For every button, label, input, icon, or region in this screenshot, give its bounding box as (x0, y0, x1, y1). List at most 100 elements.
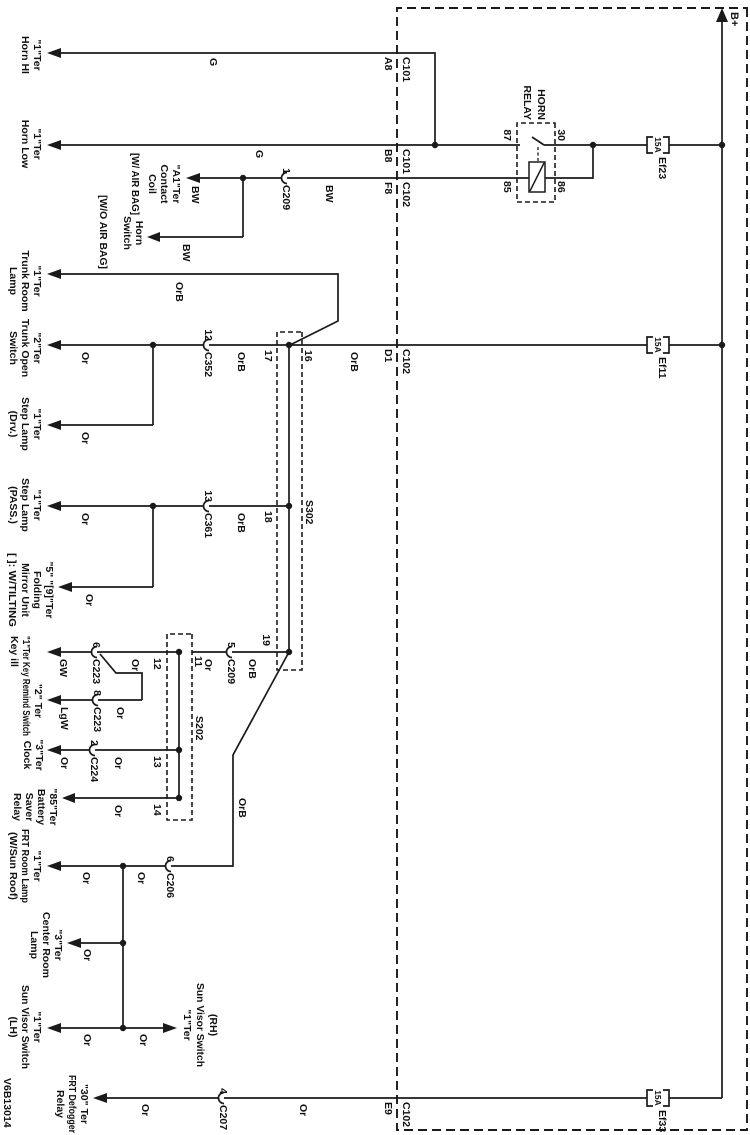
junction-dot (119, 1024, 127, 1032)
splice-s302: S302 16 17 18 19 (260, 331, 315, 671)
horn-circuit (61, 52, 722, 238)
wire-color: LgW (58, 707, 70, 730)
room-lamp-feed-wire (61, 651, 290, 867)
wire-color: Or (114, 707, 126, 719)
s302-pin-19: 19 (260, 634, 272, 646)
connector-icon-c352-12 (202, 338, 210, 352)
c209-pin-5: 5 (225, 642, 237, 648)
terminal-label: Trunk Open (19, 319, 31, 377)
terminal-label: "1"Ter (31, 408, 43, 439)
c207-pin-4: 4 (217, 1088, 229, 1094)
terminal-label: "30" Ter (78, 1084, 90, 1124)
fuse-ef23: 15A Ef23 (646, 136, 670, 179)
relay-coil-wire-upper (545, 145, 594, 179)
terminal-label: Saver (23, 793, 35, 822)
junction-block-outline (396, 7, 748, 1131)
wire-color: BW (180, 244, 192, 262)
wire-color: Or (112, 757, 124, 769)
terminal-label: "1"Ter (31, 489, 43, 520)
fuse-rating: 15A (653, 1090, 663, 1106)
c102-f8-name: C102 (400, 182, 412, 207)
fuse-rating: 15A (653, 337, 663, 353)
wire-color: Or (129, 659, 141, 671)
horn-relay: HORN RELAY 30 86 87 85 (501, 85, 567, 203)
terminal-label: Mirror Unit (19, 563, 31, 617)
terminal-label: "1"Ter (31, 39, 43, 70)
relay-pin-86: 86 (555, 181, 567, 193)
terminal-label: [ ]: W/TILTING (6, 553, 18, 627)
terminal-label: Relay (11, 793, 23, 821)
relay-coil-diagonal (529, 162, 545, 192)
s202-outline (166, 633, 193, 821)
relay-name-line1: HORN (535, 89, 547, 120)
junction-dot (119, 862, 127, 870)
wire-color: Or (79, 352, 91, 364)
terminal-label: "1"Ter Key Remind Switch (20, 636, 32, 736)
block-edge-connectors: C101 A8 C101 B8 C102 F8 C102 D1 C102 E9 (382, 57, 412, 1127)
terminal-label: Lamp (28, 931, 40, 959)
wire-color: Or (80, 872, 92, 884)
s302-pin-17: 17 (262, 350, 274, 362)
splice-dot (285, 341, 293, 349)
c223-name-a: C223 (90, 659, 102, 684)
connector-icon-c209-1 (280, 171, 288, 185)
trunk-step-circuit (61, 273, 722, 656)
c224-pin-2: 2 (88, 740, 100, 746)
terminal-label: "2"Ter (31, 332, 43, 363)
room-lamp-circuit (61, 651, 722, 1099)
junction-dot (431, 141, 439, 149)
wire-color: Or (297, 1104, 309, 1116)
c102-f8-pin: F8 (382, 182, 394, 194)
terminal-label: FRT Room Lamp (19, 829, 31, 903)
terminal-label: "2" Ter (32, 684, 44, 718)
wire-color: Or (137, 1034, 149, 1046)
wire-color: GW (57, 659, 69, 677)
terminal-label: "3"Ter (33, 739, 45, 770)
wire-color: Or (135, 872, 147, 884)
terminal-arrows (47, 48, 200, 1103)
junction-dot (149, 502, 157, 510)
s202-pin-14: 14 (151, 804, 163, 816)
folding-mirror-terminal-arrow-icon (58, 582, 72, 592)
horn-switch-branch-wire (160, 178, 244, 238)
terminal-label: "1"Ter (181, 1009, 193, 1040)
connector-icon-c206-6 (164, 859, 172, 873)
c361-pin-13: 13 (202, 490, 214, 502)
c209-name-b: C209 (225, 659, 237, 684)
splice-dot (175, 794, 183, 802)
s302-pin-16: 16 (302, 350, 314, 362)
center-room-lamp-terminal-arrow-icon (67, 938, 81, 948)
key-illumination-circuit (61, 648, 289, 802)
fuse-name: Ef33 (656, 1110, 668, 1132)
horn-switch-terminal-arrow-icon (147, 232, 160, 242)
wire-color: Or (83, 594, 95, 606)
terminal-label: Step Lamp (19, 478, 31, 532)
splice-s202: S202 11 12 13 14 (151, 633, 205, 821)
wire-color: OrB (173, 282, 185, 302)
connector-icon-c223-6 (90, 645, 98, 659)
s202-pin-12: 12 (151, 658, 163, 670)
wire-color: Or (139, 1104, 151, 1116)
terminal-label: (Drv.) (7, 411, 19, 438)
wire-color: G (207, 58, 219, 66)
wire-color-labels: G G BW BW BW OrB Or OrB OrB Or Or OrB Or… (57, 58, 360, 1116)
wire-color: Or (81, 949, 93, 961)
s302-outline (276, 331, 303, 671)
relay-pin-85: 85 (501, 181, 513, 193)
terminal-label: "85"Ter (47, 788, 59, 825)
step-lamp-drv-wire (61, 345, 154, 426)
fuse-rating: 15A (653, 137, 663, 153)
s302-name: S302 (303, 500, 315, 525)
wire-color: Or (79, 432, 91, 444)
c102-e9-name: C102 (400, 1102, 412, 1127)
c206-name: C206 (164, 873, 176, 898)
contact-coil-terminal-arrow-icon (186, 173, 200, 183)
step-lamp-pass-terminal-arrow-icon (47, 501, 61, 511)
wire-color: Or (81, 1034, 93, 1046)
horn-low-terminal-arrow-icon (47, 140, 61, 150)
trunk-room-lamp-wire (61, 273, 339, 346)
wire-color: Or (58, 757, 70, 769)
inline-connectors: 1 C209 12 C352 13 C361 6 C223 8 C223 2 C… (88, 168, 292, 1130)
connector-icon-c224-2 (88, 743, 96, 757)
